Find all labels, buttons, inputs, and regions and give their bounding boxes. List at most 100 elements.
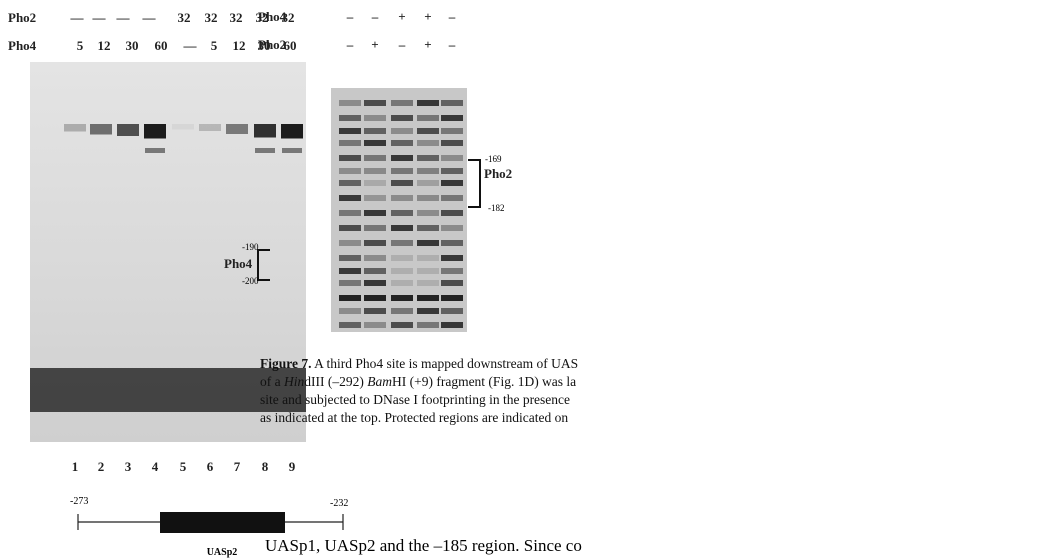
gel-band bbox=[441, 210, 463, 216]
lane-condition: — bbox=[183, 38, 198, 53]
gel-band bbox=[172, 124, 194, 130]
gel-band bbox=[441, 128, 463, 134]
gel-band bbox=[417, 180, 439, 186]
gel-band bbox=[339, 295, 361, 301]
gel-band bbox=[391, 115, 413, 121]
gel-band bbox=[417, 240, 439, 246]
gel-band bbox=[364, 195, 386, 201]
lane-condition: – bbox=[448, 37, 456, 52]
lane-number: 3 bbox=[125, 459, 132, 474]
gel-band bbox=[417, 295, 439, 301]
gel-band bbox=[391, 280, 413, 286]
lane-condition: – bbox=[398, 37, 406, 52]
gel-band bbox=[339, 280, 361, 286]
gel-band bbox=[364, 128, 386, 134]
coord: -232 bbox=[330, 498, 348, 509]
gel-band bbox=[441, 308, 463, 314]
gel-band bbox=[441, 295, 463, 301]
gel-band bbox=[364, 155, 386, 161]
lane-condition: 30 bbox=[258, 38, 271, 53]
gel-band bbox=[417, 255, 439, 261]
row-label: Pho4 bbox=[8, 38, 37, 53]
caption-line: Figure 7. A third Pho4 site is mapped do… bbox=[260, 356, 578, 371]
gel-band bbox=[417, 210, 439, 216]
bracket bbox=[468, 160, 480, 207]
gel-band bbox=[364, 308, 386, 314]
row-label: Pho2 bbox=[8, 10, 36, 25]
gel-band bbox=[364, 168, 386, 174]
lane-condition: 5 bbox=[77, 38, 84, 53]
gel-band bbox=[417, 280, 439, 286]
lane-condition: 60 bbox=[155, 38, 168, 53]
site-coord: -169 bbox=[485, 154, 502, 164]
gel-band bbox=[364, 255, 386, 261]
caption-line: as indicated at the top. Protected regio… bbox=[260, 410, 568, 425]
gel-band bbox=[441, 115, 463, 121]
gel-band bbox=[391, 308, 413, 314]
gel-band bbox=[417, 155, 439, 161]
gel-band bbox=[64, 124, 86, 132]
gel-band bbox=[417, 322, 439, 328]
caption-line: site and subjected to DNase I footprinti… bbox=[260, 392, 570, 407]
caption-span: HI (+9) fragment (Fig. 1D) was la bbox=[392, 374, 576, 389]
lane-condition: – bbox=[346, 37, 354, 52]
gel-band bbox=[417, 115, 439, 121]
lane-condition: 12 bbox=[233, 38, 246, 53]
gel-band bbox=[391, 168, 413, 174]
gel-band bbox=[391, 195, 413, 201]
gel-band bbox=[391, 100, 413, 106]
gel-band bbox=[339, 210, 361, 216]
site-coord: -190 bbox=[242, 242, 259, 252]
gel-band bbox=[339, 100, 361, 106]
lane-number: 8 bbox=[262, 459, 269, 474]
gel-band bbox=[441, 195, 463, 201]
gel-band bbox=[364, 115, 386, 121]
page: -273 -232 UASp2 -169 Pho2 -182 -190 Pho4… bbox=[0, 0, 1050, 559]
coord: -273 bbox=[70, 496, 88, 507]
gel-band bbox=[417, 140, 439, 146]
lane-condition: 32 bbox=[230, 10, 243, 25]
body-text: UASp1, UASp2 and the –185 region. Since … bbox=[265, 536, 582, 555]
gel-band bbox=[339, 195, 361, 201]
lane-number: 9 bbox=[289, 459, 296, 474]
lane-number: 1 bbox=[72, 459, 79, 474]
gel-band bbox=[364, 240, 386, 246]
gel-band bbox=[441, 268, 463, 274]
gel-band bbox=[391, 210, 413, 216]
gel-band bbox=[364, 100, 386, 106]
gel-band bbox=[282, 148, 302, 153]
gel-band bbox=[391, 180, 413, 186]
gel-band bbox=[145, 148, 165, 153]
gel-band bbox=[441, 168, 463, 174]
gel-band bbox=[441, 100, 463, 106]
caption-span: Bam bbox=[367, 374, 392, 389]
lane-condition: – bbox=[371, 9, 379, 24]
site-coord: -182 bbox=[488, 203, 505, 213]
gel-band bbox=[254, 124, 276, 138]
gel-band bbox=[339, 322, 361, 328]
gel-band bbox=[339, 140, 361, 146]
caption-span: Hin bbox=[283, 374, 305, 389]
lane-condition: — bbox=[142, 10, 157, 25]
gel-band bbox=[441, 155, 463, 161]
gel-band bbox=[391, 128, 413, 134]
site-name: Pho4 bbox=[224, 256, 253, 271]
gel-band bbox=[144, 124, 166, 139]
gel-band bbox=[441, 225, 463, 231]
gel-band bbox=[226, 124, 248, 134]
gel-band bbox=[339, 240, 361, 246]
gel-band bbox=[339, 268, 361, 274]
lane-condition: — bbox=[70, 10, 85, 25]
gel-band bbox=[417, 128, 439, 134]
gel-band bbox=[255, 148, 275, 153]
lane-condition: 32 bbox=[256, 10, 269, 25]
element-label: UASp2 bbox=[207, 547, 238, 558]
lane-condition: 12 bbox=[98, 38, 111, 53]
lane-condition: + bbox=[424, 37, 431, 52]
gel-band bbox=[391, 240, 413, 246]
gel-band bbox=[364, 140, 386, 146]
site-coord: -200 bbox=[242, 276, 259, 286]
lane-number: 7 bbox=[234, 459, 241, 474]
gel-band bbox=[417, 308, 439, 314]
gel-band bbox=[281, 124, 303, 139]
